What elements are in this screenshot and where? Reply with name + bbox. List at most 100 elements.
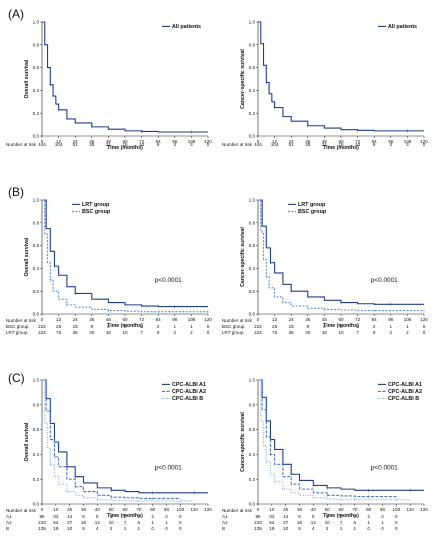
- risk-cell: 135: [38, 526, 46, 531]
- risk-cell: 1: [190, 324, 193, 329]
- x-tick-label: 24: [289, 317, 295, 322]
- y-tick-label: 0.4: [249, 266, 256, 271]
- y-tick-label: 0.8: [33, 42, 40, 47]
- y-tick-label: 0.6: [33, 427, 40, 432]
- x-tick-label: 60: [338, 317, 344, 322]
- risk-cell: 6: [323, 324, 326, 329]
- risk-cell: 1: [381, 520, 384, 525]
- x-tick-label: 12: [272, 317, 278, 322]
- x-tick-label: 0: [257, 507, 260, 512]
- risk-cell: 0: [151, 526, 154, 531]
- risk-cell: 2: [326, 526, 329, 531]
- risk-cell: 2: [340, 514, 343, 519]
- risk-cell: 6: [298, 514, 301, 519]
- risk-cell: 10: [283, 526, 289, 531]
- x-tick-label: 80: [150, 507, 156, 512]
- x-tick-label: 20: [283, 507, 289, 512]
- risk-cell: 36: [289, 330, 295, 335]
- risk-cell: 1: [124, 526, 127, 531]
- risk-cell: 27: [283, 520, 289, 525]
- risk-cell: 0: [423, 142, 426, 147]
- risk-cell: 14: [283, 514, 289, 519]
- x-tick-label: 72: [355, 317, 361, 322]
- x-axis-label: Time (months): [107, 513, 143, 519]
- risk-cell: 0: [395, 520, 398, 525]
- risk-cell: 3: [174, 142, 177, 147]
- risk-cell: 7: [124, 520, 127, 525]
- risk-cell: 5: [340, 324, 343, 329]
- x-tick-label: 48: [106, 139, 112, 144]
- x-tick-label: 12: [272, 139, 278, 144]
- risk-cell: 28: [272, 324, 278, 329]
- risk-cell: 10: [139, 142, 145, 147]
- x-tick-label: 120: [204, 317, 212, 322]
- series-line-2: [42, 199, 208, 313]
- risk-cell: 12: [311, 520, 317, 525]
- risk-table-title: Number at risk: [222, 508, 253, 513]
- risk-cell: 0: [423, 324, 426, 329]
- x-tick-label: 72: [355, 139, 361, 144]
- series-line-1: [258, 379, 424, 491]
- x-tick-label: 120: [420, 507, 428, 512]
- risk-cell: 6: [107, 324, 110, 329]
- risk-cell: 5: [96, 514, 99, 519]
- x-tick-label: 72: [139, 317, 145, 322]
- risk-cell: 223: [38, 520, 46, 525]
- risk-cell: 51: [73, 142, 79, 147]
- x-tick-label: 30: [297, 507, 303, 512]
- risk-cell: 10: [325, 520, 331, 525]
- risk-cell: 135: [254, 526, 262, 531]
- risk-cell: 28: [56, 324, 62, 329]
- x-tick-label: 40: [311, 507, 317, 512]
- y-tick-label: 1.0: [249, 378, 256, 383]
- y-axis-label: Cancer-specific survival: [240, 49, 246, 109]
- risk-cell: 1: [340, 526, 343, 531]
- risk-cell: 2: [110, 526, 113, 531]
- legend-label-3: CPC-ALBI B: [388, 396, 419, 402]
- risk-cell: 16: [81, 520, 87, 525]
- x-tick-label: 0: [41, 317, 44, 322]
- y-axis-label: Overall survival: [24, 422, 30, 461]
- risk-row-label: A2: [222, 520, 228, 525]
- x-axis-label: Time (months): [323, 323, 359, 329]
- risk-cell: 15: [106, 330, 112, 335]
- p-value-annotation: p<0.0001: [371, 464, 398, 471]
- risk-table-title: Number at risk: [6, 318, 37, 323]
- risk-cell: 8: [91, 324, 94, 329]
- x-tick-label: 48: [322, 139, 328, 144]
- risk-cell: 86: [39, 514, 45, 519]
- risk-cell: 21: [106, 142, 112, 147]
- risk-cell: 8: [307, 324, 310, 329]
- x-tick-label: 72: [139, 139, 145, 144]
- km-panel-3: (B)0.00.20.40.60.81.00 12 24 36 48 60 72 84 96 10…: [6, 185, 212, 335]
- risk-cell: 2: [174, 330, 177, 335]
- risk-cell: 2: [190, 330, 193, 335]
- p-value-annotation: p<0.0001: [371, 277, 398, 284]
- risk-cell: 3: [326, 514, 329, 519]
- risk-row-label: BSC group: [6, 324, 29, 329]
- risk-cell: 3: [406, 142, 409, 147]
- series-line-1: [258, 21, 424, 132]
- risk-row-label: BSC group: [222, 324, 245, 329]
- risk-table-title: Number at risk: [6, 508, 37, 513]
- risk-cell: 222: [254, 330, 262, 335]
- x-tick-label: 108: [188, 139, 196, 144]
- series-line-3: [42, 379, 195, 502]
- risk-row-label: LRT group: [6, 330, 28, 335]
- y-tick-label: 0.2: [33, 111, 40, 116]
- x-tick-label: 70: [352, 507, 358, 512]
- y-tick-label: 1.0: [33, 198, 40, 203]
- risk-cell: 8: [157, 142, 160, 147]
- y-tick-label: 0.6: [249, 427, 256, 432]
- risk-cell: 19: [53, 526, 59, 531]
- y-tick-label: 0.4: [33, 88, 40, 93]
- legend-label-1: LRT group: [82, 202, 110, 208]
- x-tick-label: 24: [73, 139, 79, 144]
- risk-cell: 1: [406, 324, 409, 329]
- risk-cell: 36: [73, 330, 79, 335]
- panel-label: (A): [8, 7, 24, 21]
- y-tick-label: 0.8: [249, 42, 256, 47]
- risk-cell: 8: [373, 142, 376, 147]
- risk-cell: 76: [56, 330, 62, 335]
- y-tick-label: 1.0: [249, 20, 256, 25]
